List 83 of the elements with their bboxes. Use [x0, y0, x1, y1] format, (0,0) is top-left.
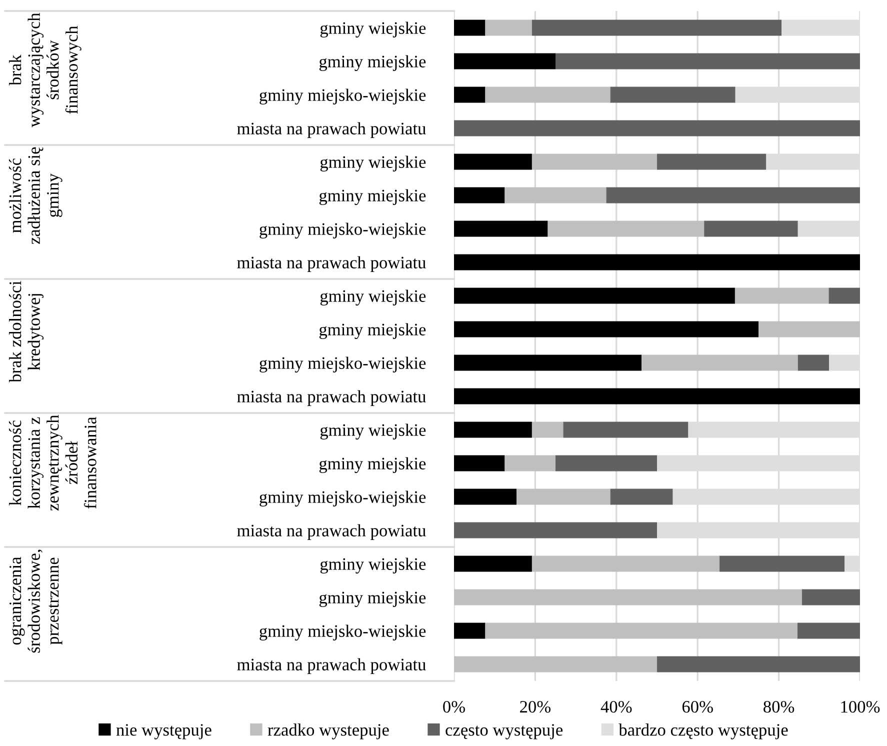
bar [704, 220, 798, 237]
text: konieczność korzystania z zewnętrznych źródeł finansowania [8, 414, 96, 511]
bar [606, 187, 860, 204]
text: brak zdolności kredytowej [8, 281, 44, 382]
bar [454, 254, 860, 270]
bar [610, 86, 736, 103]
bar [563, 422, 688, 438]
y-tick-label: miasta na prawach powiatu [237, 390, 426, 406]
y-tick-label: gminy wiejskie [320, 22, 426, 38]
bar [797, 622, 860, 639]
bar [454, 589, 802, 606]
bar [516, 488, 610, 505]
bar [454, 187, 505, 204]
x-tick-label: 100% [841, 700, 880, 713]
bar [454, 120, 860, 136]
legend-label: nie występuje [116, 724, 212, 740]
bar [454, 20, 486, 36]
legend-label: często występuje [446, 724, 563, 740]
y-tick-label: miasta na prawach powiatu [237, 658, 426, 674]
bar [642, 354, 798, 371]
bar [454, 622, 486, 639]
y-tick-label: gminy miejskie [319, 189, 426, 206]
x-tick-label: 20% [520, 700, 551, 713]
bar [504, 187, 606, 204]
bar [454, 656, 657, 672]
y-tick-label: gminy miejsko-wiejskie [260, 624, 426, 641]
y-tick-label: miasta na prawach powiatu [237, 256, 426, 272]
y-tick-label: gminy miejsko-wiejskie [260, 356, 426, 373]
bar [454, 488, 517, 505]
text: ograniczenia środowiskowe, przestrzenne [10, 550, 62, 653]
bar [758, 321, 860, 338]
bar [485, 86, 610, 103]
bar [657, 656, 860, 672]
bar [828, 288, 860, 304]
legend-label: bardzo często występuje [618, 724, 788, 740]
bar [454, 422, 532, 438]
x-tick-label: 60% [682, 700, 713, 713]
y-tick-label: gminy wiejskie [320, 156, 426, 172]
bar [802, 589, 860, 606]
bar [532, 20, 782, 36]
bar [504, 455, 556, 472]
bar [454, 455, 505, 472]
y-tick-label: gminy miejskie [319, 55, 426, 72]
bar [798, 354, 830, 371]
y-tick-label: gminy wiejskie [320, 558, 426, 574]
bar [454, 522, 657, 538]
y-tick-label: gminy wiejskie [320, 424, 426, 440]
bar [454, 321, 758, 338]
bar [556, 53, 860, 70]
bar [532, 556, 720, 572]
bar [454, 220, 548, 237]
bar [485, 622, 798, 639]
bar [454, 354, 642, 371]
bar [485, 20, 532, 36]
bar [454, 154, 532, 170]
y-tick-label: gminy miejskie [319, 323, 426, 340]
y-tick-label: gminy miejskie [319, 457, 426, 474]
bar [454, 388, 860, 404]
y-tick-label: gminy miejsko-wiejskie [260, 222, 426, 239]
x-tick-label: 80% [764, 700, 794, 713]
bar [454, 556, 532, 572]
legend-label: rzadko wystepuje [268, 724, 389, 740]
x-tick-label: 40% [600, 700, 632, 713]
bar [532, 154, 657, 170]
y-tick-label: gminy wiejskie [320, 290, 426, 306]
text: możliwość zadłużenia się gminy [8, 147, 62, 244]
bar [454, 288, 735, 304]
bar [720, 556, 845, 572]
bar [548, 220, 704, 237]
y-tick-label: gminy miejsko-wiejskie [260, 88, 426, 105]
x-tick-label: 0% [443, 700, 465, 713]
bar [734, 288, 829, 304]
bar [610, 488, 673, 505]
y-tick-label: miasta na prawach powiatu [237, 524, 426, 540]
bar [657, 154, 766, 170]
bar [532, 422, 564, 438]
bar [556, 455, 657, 472]
text: brak wystarczających środków finansowych [9, 12, 82, 128]
y-tick-label: gminy miejsko-wiejskie [260, 490, 426, 507]
bar [454, 53, 556, 70]
y-tick-label: miasta na prawach powiatu [237, 122, 426, 138]
y-tick-label: gminy miejskie [319, 591, 426, 608]
bar [454, 86, 486, 103]
